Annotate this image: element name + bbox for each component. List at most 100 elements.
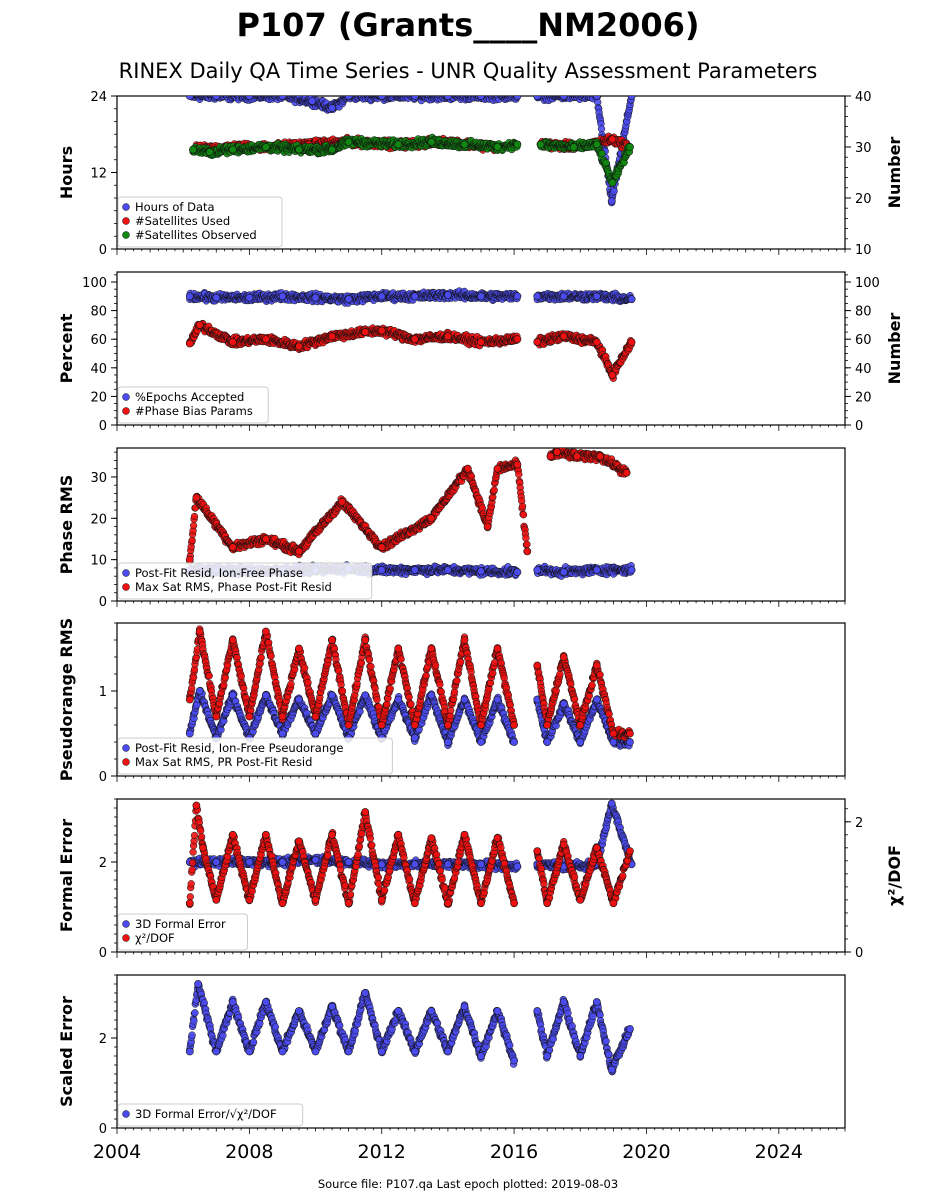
series-3 bbox=[189, 133, 634, 187]
data-point bbox=[295, 342, 303, 351]
data-point bbox=[410, 292, 419, 301]
data-point bbox=[627, 96, 636, 100]
data-point bbox=[377, 292, 386, 301]
data-point bbox=[592, 96, 601, 100]
data-point bbox=[610, 187, 618, 195]
data-point bbox=[513, 140, 522, 149]
data-point bbox=[626, 143, 634, 151]
data-point bbox=[278, 292, 287, 301]
data-point bbox=[195, 320, 204, 329]
y-right-tick-label: 40 bbox=[855, 362, 872, 377]
y-tick-label: 24 bbox=[90, 90, 107, 105]
data-point bbox=[405, 96, 409, 97]
data-point bbox=[410, 96, 419, 100]
data-point bbox=[592, 140, 601, 149]
legend-box bbox=[117, 196, 283, 248]
data-point bbox=[185, 96, 194, 100]
data-point bbox=[238, 96, 243, 97]
data-point bbox=[308, 97, 317, 105]
data-point bbox=[344, 96, 353, 100]
data-point bbox=[477, 292, 485, 301]
data-point bbox=[268, 96, 272, 97]
data-point bbox=[443, 290, 452, 299]
data-point bbox=[473, 96, 477, 97]
data-point bbox=[627, 338, 636, 346]
panels: 0 12 24 10 20 30 40 Hours Number Hours of Data#Sa… bbox=[57, 88, 904, 1163]
data-point bbox=[607, 197, 616, 206]
data-point bbox=[590, 96, 593, 97]
data-point bbox=[559, 292, 568, 301]
data-point bbox=[579, 96, 584, 97]
data-point bbox=[364, 96, 369, 97]
data-point bbox=[311, 293, 320, 302]
data-point bbox=[559, 332, 568, 341]
y-right-tick-label: 40 bbox=[855, 90, 872, 105]
data-point bbox=[205, 89, 212, 96]
series-1 bbox=[185, 88, 636, 207]
data-point bbox=[255, 88, 262, 95]
data-point bbox=[261, 96, 266, 97]
y-tick-label: 20 bbox=[90, 512, 107, 527]
data-point bbox=[598, 149, 606, 158]
y-right-tick-label: 100 bbox=[855, 276, 880, 291]
data-point bbox=[344, 295, 353, 304]
data-point bbox=[226, 96, 231, 97]
data-point bbox=[185, 339, 194, 348]
data-point bbox=[228, 145, 237, 154]
y-tick-label: 12 bbox=[90, 167, 107, 182]
data-point bbox=[562, 96, 567, 97]
y-right-tick-label: 60 bbox=[855, 333, 872, 348]
data-point bbox=[212, 293, 221, 302]
legend-marker bbox=[122, 203, 130, 211]
data-point bbox=[550, 88, 557, 95]
figure-title: P107 (Grants____NM2006) bbox=[236, 6, 699, 44]
data-point bbox=[261, 143, 270, 151]
legend: Hours of Data#Satellites Used#Satellites… bbox=[117, 196, 283, 248]
data-point bbox=[394, 140, 403, 149]
data-point bbox=[592, 292, 601, 301]
data-point bbox=[427, 137, 436, 146]
data-point bbox=[241, 89, 248, 96]
legend-box bbox=[117, 386, 269, 424]
y-tick-label: 100 bbox=[82, 276, 107, 291]
legend-marker bbox=[122, 407, 130, 415]
y-tick-label: 20 bbox=[90, 390, 107, 405]
data-point bbox=[295, 145, 303, 154]
figure-subtitle: RINEX Daily QA Time Series - UNR Quality… bbox=[119, 59, 818, 83]
data-point bbox=[533, 338, 542, 346]
y-axis-label: Hours bbox=[57, 146, 76, 199]
y-tick-label: 0 bbox=[99, 243, 107, 258]
data-point bbox=[188, 96, 193, 97]
data-point bbox=[533, 96, 542, 100]
data-point bbox=[212, 96, 221, 100]
data-point bbox=[393, 88, 400, 95]
legend-label: #Phase Bias Params bbox=[135, 404, 253, 418]
data-point bbox=[189, 145, 197, 154]
data-point bbox=[568, 96, 572, 97]
y-tick-label: 80 bbox=[90, 305, 107, 320]
data-point bbox=[274, 96, 278, 97]
legend-label: %Epochs Accepted bbox=[135, 390, 244, 404]
data-point bbox=[477, 96, 485, 100]
data-point bbox=[536, 140, 545, 149]
data-point bbox=[533, 292, 542, 301]
y-tick-label: 0 bbox=[99, 595, 107, 610]
y-tick-label: 10 bbox=[90, 554, 107, 569]
data-point bbox=[608, 178, 617, 187]
data-point bbox=[477, 338, 485, 346]
y-right-axis-label: Number bbox=[885, 137, 904, 209]
y-right-tick-label: 20 bbox=[855, 390, 872, 405]
data-point bbox=[414, 88, 421, 95]
data-points bbox=[185, 88, 636, 207]
data-point bbox=[460, 140, 469, 149]
data-point bbox=[377, 96, 386, 100]
data-point bbox=[185, 292, 194, 301]
data-point bbox=[471, 96, 475, 97]
y-right-tick-label: 0 bbox=[855, 419, 863, 434]
data-point bbox=[513, 292, 522, 301]
y-tick-label: 60 bbox=[90, 333, 107, 348]
y-right-tick-label: 30 bbox=[855, 141, 872, 156]
